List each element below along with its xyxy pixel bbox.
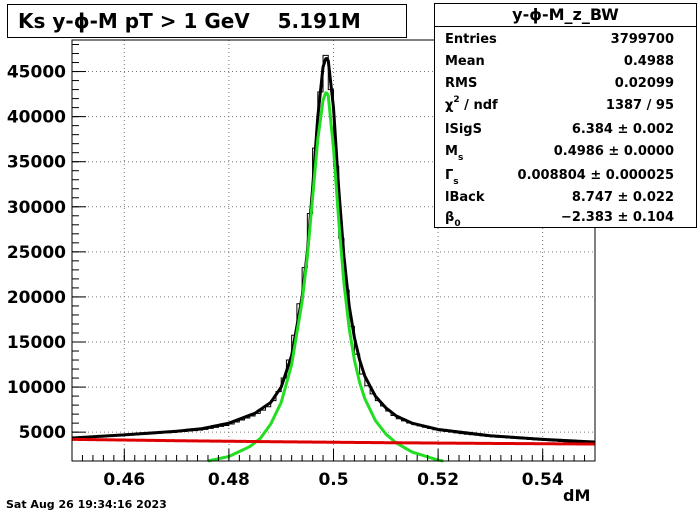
stat-row: β0 −2.383 ± 0.104 [435, 206, 696, 229]
x-tick-label: 0.48 [208, 470, 250, 490]
stats-title: y-ϕ-M_z_BW [435, 4, 696, 27]
stat-row: lSigS 6.384 ± 0.002 [435, 118, 696, 140]
stat-value: 0.4986 ± 0.0000 [553, 144, 674, 159]
title-box: Ks y-ϕ-M pT > 1 GeV 5.191M [7, 4, 407, 38]
stats-box: y-ϕ-M_z_BW Entries 3799700 Mean 0.4988 R… [434, 3, 697, 229]
y-tick-label: 15000 [7, 333, 66, 353]
y-tick-label: 30000 [7, 198, 66, 218]
stat-row: RMS 0.02099 [435, 72, 696, 94]
y-tick-label: 5000 [19, 423, 66, 443]
stat-label: lBack [445, 190, 485, 205]
y-tick-label: 45000 [7, 63, 66, 83]
stat-row: χ2 / ndf 1387 / 95 [435, 94, 696, 116]
stat-label-sub: s [457, 153, 464, 163]
timestamp: Sat Aug 26 19:34:16 2023 [6, 498, 167, 511]
stat-label: χ2 / ndf [445, 95, 498, 113]
stat-row: Mean 0.4988 [435, 50, 696, 72]
fit-curves [71, 56, 596, 463]
stat-label: lSigS [445, 122, 482, 137]
stat-row: Ms 0.4986 ± 0.0000 [435, 140, 696, 163]
stat-value: 1387 / 95 [605, 98, 674, 113]
stat-label-sub: 0 [454, 219, 461, 229]
stat-row: lBack 8.747 ± 0.022 [435, 186, 696, 208]
x-tick-label: 0.46 [103, 470, 145, 490]
y-tick-label: 10000 [7, 378, 66, 398]
stat-value: 3799700 [610, 32, 674, 47]
background-fit-curve [71, 437, 596, 446]
chi-symbol: χ [445, 98, 454, 113]
x-tick-label: 0.5 [318, 470, 348, 490]
x-axis-title: dM [563, 486, 591, 505]
total-fit-curve [71, 56, 596, 444]
stat-value: 0.02099 [614, 76, 674, 91]
stat-value: 0.008804 ± 0.000025 [517, 168, 674, 183]
stat-label: β0 [445, 210, 461, 229]
stat-label: Mean [445, 54, 485, 69]
y-tick-label: 25000 [7, 243, 66, 263]
stat-label-sup: 2 [453, 95, 460, 105]
x-tick-label: 0.52 [417, 470, 459, 490]
signal-fit-curve [207, 91, 444, 463]
stat-label-main: Γ [445, 168, 454, 183]
stat-label: Γs [445, 168, 459, 187]
stat-label-main: β [445, 210, 455, 225]
stat-label: RMS [445, 76, 478, 91]
stat-row: Γs 0.008804 ± 0.000025 [435, 164, 696, 187]
y-tick-label: 35000 [7, 153, 66, 173]
x-tick-label: 0.54 [522, 470, 564, 490]
y-tick-label: 20000 [7, 288, 66, 308]
stat-label: Ms [445, 144, 463, 163]
chart-title: Ks y-ϕ-M pT > 1 GeV 5.191M [18, 9, 361, 33]
axes: 0.46 0.48 0.5 0.52 0.54 5000 10000 15000 20000 25… [7, 39, 596, 490]
stat-value: 0.4988 [623, 54, 674, 69]
stat-label-sub: s [453, 177, 459, 187]
y-tick-label: 40000 [7, 108, 66, 128]
stat-value: −2.383 ± 0.104 [560, 210, 674, 225]
stat-value: 6.384 ± 0.002 [571, 122, 674, 137]
ndf-label: / ndf [459, 98, 498, 113]
stat-row: Entries 3799700 [435, 28, 696, 50]
stat-label-main: M [445, 144, 458, 159]
stat-value: 8.747 ± 0.022 [571, 190, 674, 205]
stat-label: Entries [445, 32, 497, 47]
